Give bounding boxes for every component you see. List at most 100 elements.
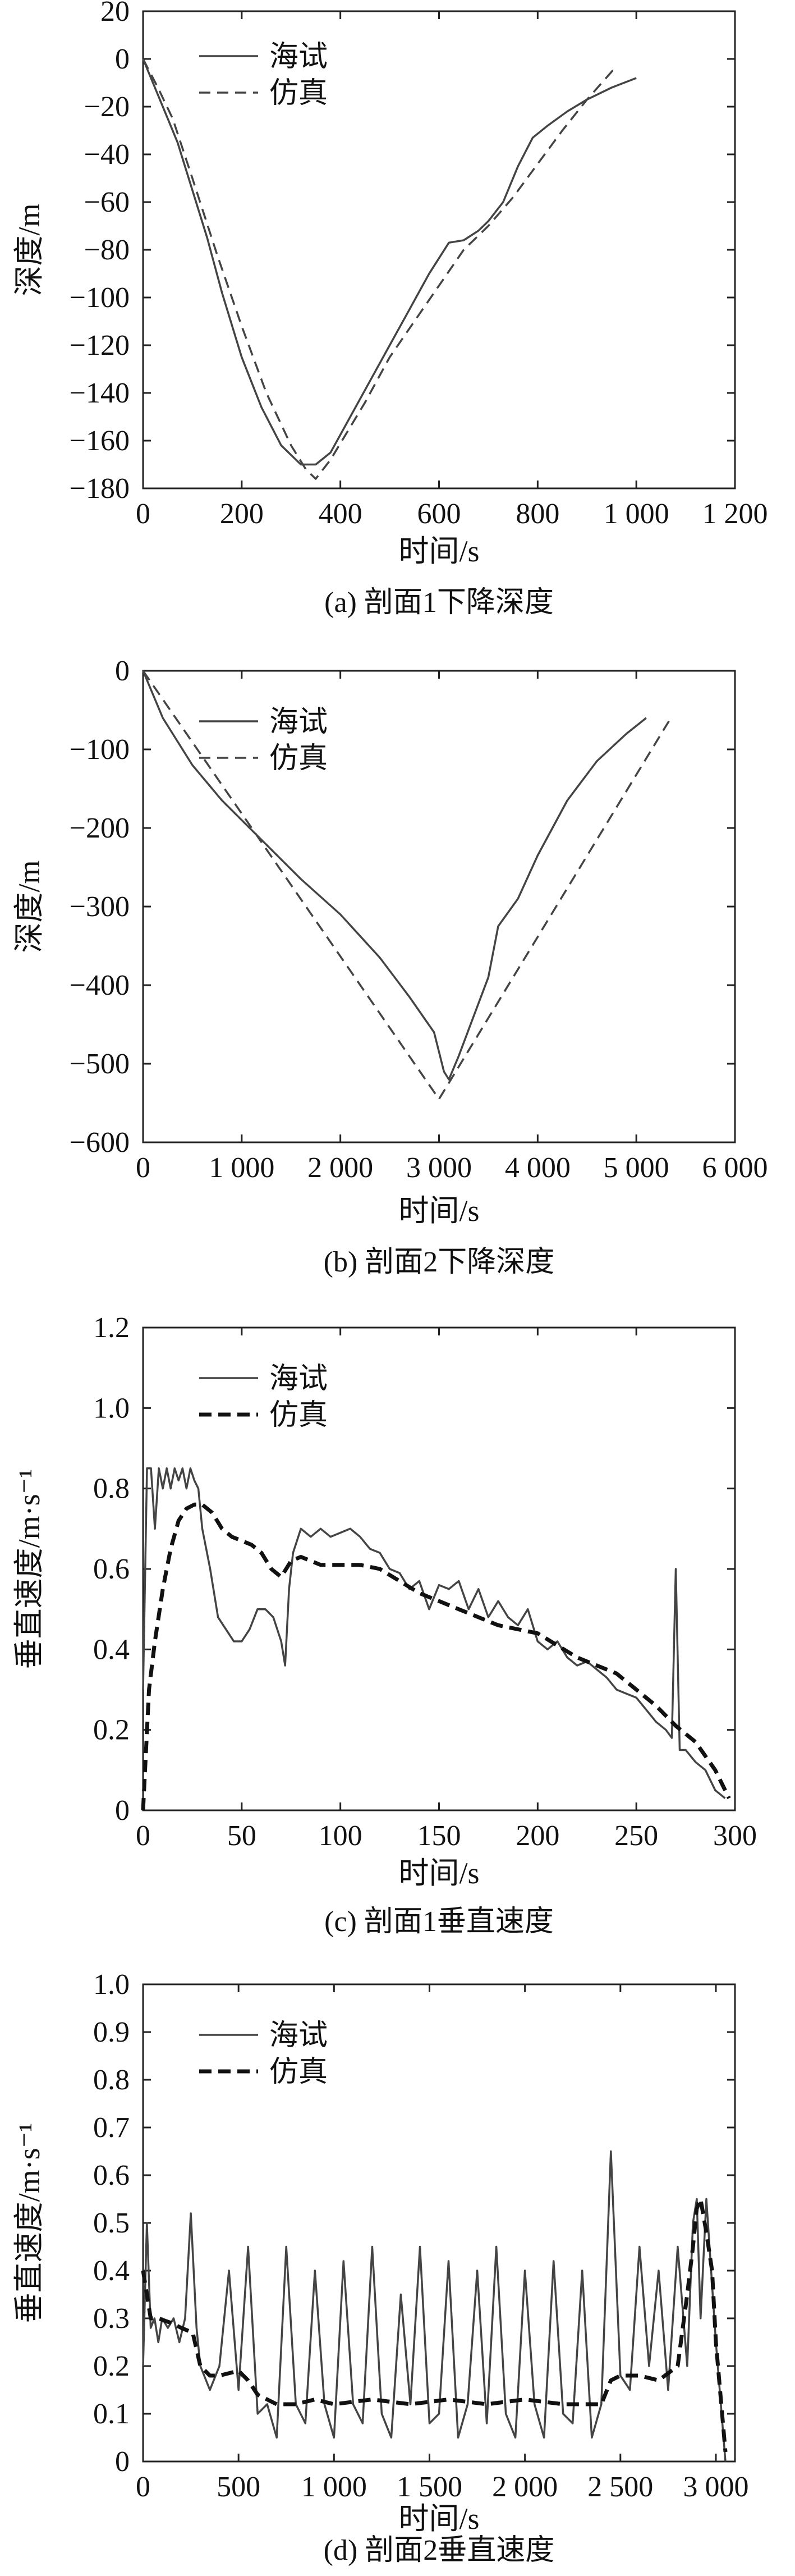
y-axis-label: 垂直速度/m·s⁻¹ [12,1469,46,1669]
x-tick-label: 3 000 [683,2471,748,2503]
plot-frame [142,1983,736,2463]
x-tick-label: 300 [713,1820,757,1852]
plot-frame [142,10,736,489]
chart-panel-3: 0 50 100 150 200 250 300 0 0.2 0.4 0.6 0.8 1.0 1.2 海试仿… [12,1312,757,1938]
y-tick-label: −200 [70,812,130,844]
y-tick-label: 1.0 [93,1969,130,2001]
y-tick-label: 0.1 [93,2398,130,2430]
x-tick-label: 200 [220,498,264,530]
y-tick-label: −400 [70,969,130,1001]
x-axis-label: 时间/s [398,534,479,568]
y-tick-label: 20 [100,0,130,28]
figure-caption: (b) 剖面2下降深度 [324,1246,555,1278]
x-tick-label: 4 000 [505,1152,571,1184]
y-tick-label: 0 [115,1795,130,1827]
legend-label: 海试 [269,706,328,738]
figure-caption: (c) 剖面1垂直速度 [324,1906,554,1938]
y-tick-label: 0.5 [93,2207,130,2239]
x-tick-label: 100 [319,1820,362,1852]
x-axis-label: 时间/s [398,1194,479,1228]
y-tick-label: 0.2 [93,2350,130,2382]
y-axis-label: 深度/m [12,860,46,953]
y-tick-label: −60 [84,186,130,218]
y-tick-label: 0.2 [93,1714,130,1746]
y-tick-label: 0.6 [93,2159,130,2191]
x-axis-label: 时间/s [398,2502,479,2536]
x-tick-label: 400 [319,498,362,530]
y-tick-label: −40 [84,139,130,171]
chart-panel-2: 0 1 000 2 000 3 000 4 000 5 000 6 000 0 −100 −200… [12,655,768,1278]
series-line-simulation [142,58,618,480]
y-tick-label: −120 [70,330,130,362]
series-line-sea-trial [142,1467,726,1799]
y-tick-label: −600 [70,1127,130,1159]
plot-frame [142,1326,736,1811]
legend-label: 仿真 [269,2056,328,2088]
x-tick-label: 600 [417,498,461,530]
x-tick-label: 150 [417,1820,461,1852]
y-tick-label: 0.7 [93,2112,130,2144]
y-tick-label: 1.0 [93,1392,130,1424]
y-tick-label: 0.9 [93,2016,130,2048]
y-tick-label: 0.4 [93,1634,130,1666]
y-tick-label: −80 [84,234,130,266]
x-tick-label: 0 [136,1820,150,1852]
plot-frame [142,670,736,1143]
x-tick-label: 500 [217,2471,260,2503]
y-tick-label: −500 [70,1048,130,1080]
x-tick-label: 6 000 [702,1152,768,1184]
series-line-simulation [142,670,672,1100]
legend-label: 仿真 [269,77,328,109]
chart-panel-1: 0 200 400 600 800 1 000 1 200200−20−40−60−80−1… [12,0,768,619]
y-tick-label: −100 [70,282,130,314]
y-tick-label: 0.4 [93,2255,130,2287]
figure-caption: (d) 剖面2垂直速度 [324,2534,555,2566]
y-tick-label: −300 [70,891,130,923]
figure-caption: (a) 剖面1下降深度 [324,587,554,619]
y-tick-label: −160 [70,425,130,457]
legend-label: 海试 [269,41,328,73]
series-line-simulation [141,1502,731,1811]
legend-label: 海试 [269,1363,328,1395]
x-tick-label: 50 [227,1820,256,1852]
y-tick-label: 0 [115,655,130,687]
y-tick-label: 0.6 [93,1553,130,1585]
x-tick-label: 0 [136,2471,150,2503]
y-tick-label: −140 [70,377,130,409]
y-tick-label: −180 [70,473,130,505]
series-line-sea-trial [142,2150,727,2462]
x-tick-label: 200 [516,1820,559,1852]
x-tick-label: 800 [516,498,559,530]
x-tick-label: 1 000 [209,1152,274,1184]
x-tick-label: 2 500 [587,2471,653,2503]
y-tick-label: −20 [84,91,130,123]
x-tick-label: 3 000 [406,1152,472,1184]
series-line-sea-trial [142,58,637,466]
chart-panel-4: 0 500 1 000 1 500 2 000 2 500 3 000 0 0.1 0.2 0.3 0… [12,1969,748,2566]
y-axis-label: 垂直速度/m·s⁻¹ [12,2123,46,2323]
y-tick-label: 0.8 [93,1473,130,1505]
y-tick-label: 0.8 [93,2064,130,2096]
x-tick-label: 5 000 [604,1152,669,1184]
y-tick-label: 1.2 [93,1312,130,1344]
x-tick-label: 2 000 [492,2471,558,2503]
legend-label: 仿真 [269,743,328,775]
y-tick-label: 0 [115,2446,130,2478]
x-tick-label: 1 000 [301,2471,367,2503]
y-tick-label: 0.3 [93,2303,130,2335]
x-tick-label: 1 500 [397,2471,462,2503]
x-tick-label: 250 [614,1820,658,1852]
y-tick-label: −100 [70,734,130,766]
legend-label: 海试 [269,2020,328,2052]
y-axis-label: 深度/m [12,203,46,296]
legend-label: 仿真 [269,1399,328,1431]
x-tick-label: 0 [136,1152,150,1184]
x-tick-label: 2 000 [307,1152,373,1184]
x-axis-label: 时间/s [398,1856,479,1890]
x-tick-label: 1 000 [604,498,669,530]
x-tick-label: 1 200 [702,498,768,530]
y-tick-label: 0 [115,43,130,75]
x-tick-label: 0 [136,498,150,530]
series-line-sea-trial [142,670,647,1081]
